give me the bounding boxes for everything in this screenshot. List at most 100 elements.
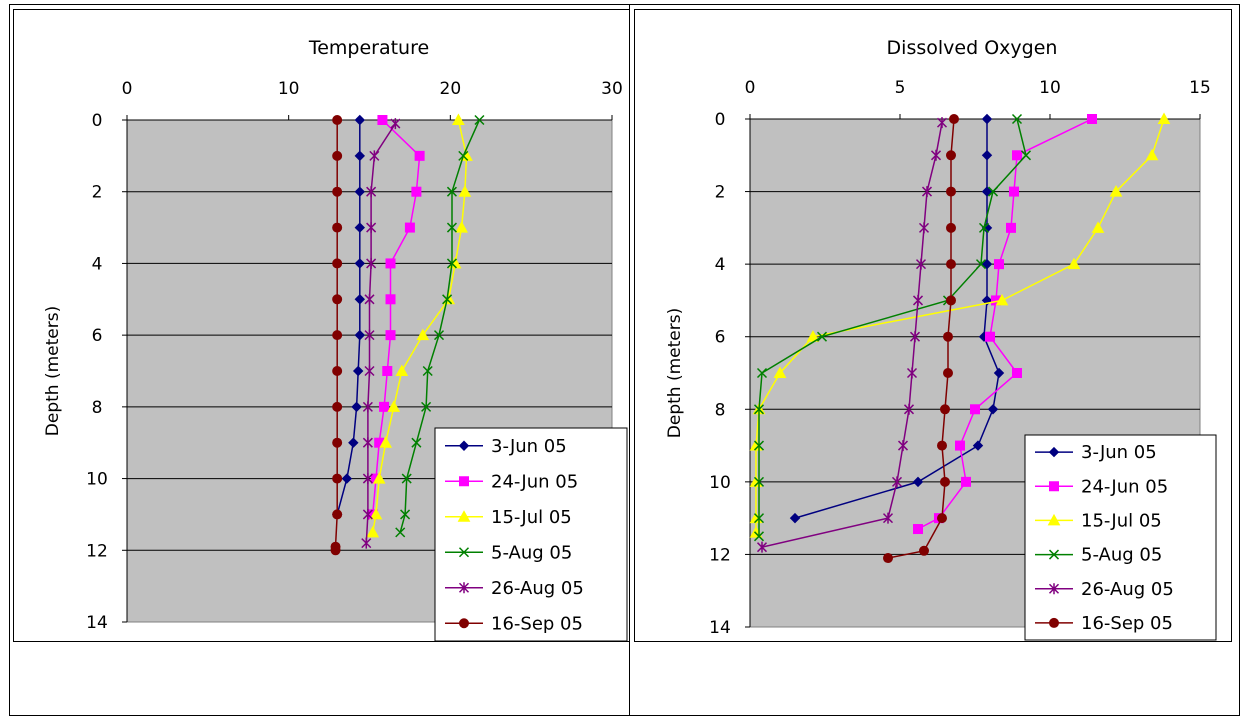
data-point (897, 440, 909, 452)
y-tick-label: 6 (715, 328, 726, 348)
data-point (946, 295, 956, 306)
y-tick-label: 10 (709, 473, 731, 493)
series-line (334, 120, 338, 551)
data-point (993, 367, 1005, 379)
y-tick-label: 4 (715, 255, 726, 275)
data-point (918, 222, 930, 234)
x-tick-label: 10 (1039, 78, 1061, 98)
data-point (753, 476, 765, 487)
series-line (371, 119, 421, 515)
legend-marker (1048, 549, 1060, 560)
data-point (940, 404, 950, 415)
data-point (949, 114, 959, 124)
data-point (354, 294, 366, 305)
data-point (937, 440, 947, 451)
series-16-sep-05 (330, 115, 343, 556)
data-point (395, 527, 406, 538)
data-point (332, 437, 343, 448)
legend-marker (1048, 446, 1060, 458)
data-point (422, 365, 433, 377)
data-point (332, 258, 343, 269)
data-point (919, 545, 929, 556)
legend-marker (459, 618, 469, 629)
y-tick-label: 10 (86, 470, 108, 490)
series-line (887, 118, 955, 559)
series-line (336, 120, 361, 515)
data-point (1012, 150, 1022, 161)
data-point (940, 476, 950, 487)
data-point (458, 185, 472, 197)
legend: 3-Jun 05 24-Jun 05 15-Jul 05 5-Aug 05 26-Aug… (1024, 434, 1217, 641)
data-point (987, 186, 999, 197)
data-point (332, 473, 343, 484)
data-point (1009, 186, 1019, 197)
data-point (1067, 257, 1081, 270)
data-point (332, 186, 343, 197)
data-point (354, 186, 366, 197)
data-point (379, 436, 393, 448)
data-point (946, 259, 956, 270)
data-point (364, 329, 375, 341)
dissolved-oxygen-chart-area (634, 9, 1232, 642)
data-point (943, 368, 953, 378)
data-point (930, 149, 942, 161)
data-point (387, 400, 401, 412)
x-tick-label: 30 (601, 79, 623, 99)
y-tick-label: 4 (92, 254, 103, 274)
y-tick-label: 0 (715, 110, 726, 130)
data-point (753, 513, 765, 524)
data-point (995, 293, 1009, 306)
y-tick-label: 8 (92, 398, 103, 418)
data-point (385, 294, 396, 305)
y-tick-label: 12 (709, 545, 731, 565)
data-point (446, 258, 457, 269)
data-point (379, 401, 390, 412)
y-axis-label: Depth (meters) (43, 306, 63, 436)
x-tick-label: 10 (278, 79, 300, 99)
data-point (377, 115, 388, 125)
data-point (354, 258, 366, 269)
data-point (411, 437, 422, 448)
data-point (366, 525, 380, 538)
legend-marker (1049, 617, 1059, 628)
legend-label: 5-Aug 05 (1081, 545, 1162, 566)
legend-label: 26-Aug 05 (491, 578, 584, 599)
y-tick-label: 6 (92, 326, 103, 346)
data-point (366, 222, 377, 234)
legend: 3-Jun 05 24-Jun 05 15-Jul 05 5-Aug 05 26-Aug… (434, 427, 628, 642)
data-point (362, 473, 373, 485)
data-point (414, 150, 425, 161)
legend-label: 26-Aug 05 (1081, 579, 1174, 600)
y-tick-label: 8 (715, 400, 726, 420)
x-tick-label: 0 (745, 78, 756, 98)
data-point (773, 366, 787, 378)
data-point (369, 507, 383, 520)
legend-marker (458, 547, 470, 558)
y-tick-label: 14 (709, 618, 731, 638)
x-tick-label: 20 (440, 79, 462, 99)
data-point (362, 401, 373, 413)
legend-box (1024, 434, 1217, 641)
data-point (943, 331, 953, 342)
legend-marker (457, 510, 471, 522)
data-point (395, 364, 409, 376)
data-point (1087, 114, 1097, 124)
legend-label: 15-Jul 05 (491, 507, 572, 528)
data-point (458, 150, 469, 161)
legend-label: 16-Sep 05 (1081, 613, 1173, 634)
series-3-jun-05 (789, 113, 1005, 524)
data-point (1145, 148, 1159, 161)
table-outer-border (9, 4, 1240, 716)
legend-box (434, 427, 628, 642)
data-point (411, 186, 422, 197)
data-point (1011, 113, 1023, 125)
data-point (421, 401, 432, 412)
data-point (753, 531, 765, 542)
data-point (994, 259, 1004, 270)
x-tick-label: 15 (1189, 78, 1211, 98)
series-line (794, 119, 1000, 519)
data-point (351, 401, 362, 413)
data-point (912, 476, 924, 488)
series-5-aug-05 (395, 114, 485, 538)
